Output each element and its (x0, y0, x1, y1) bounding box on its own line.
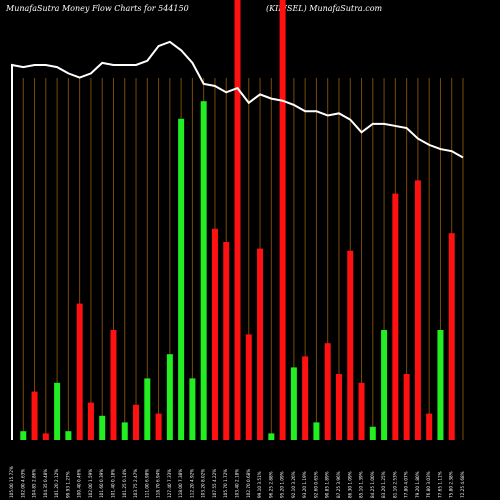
money-flow-bar (189, 378, 196, 440)
x-tick-label: 90.85 1.89% (325, 471, 330, 498)
x-tick-label: 102.00 1.59% (88, 469, 93, 498)
money-flow-bar (302, 356, 309, 440)
x-tick-label: 95.20 1.09% (280, 471, 285, 498)
money-flow-bar (144, 378, 151, 440)
x-tick-label: 92.60 0.65% (313, 471, 318, 498)
money-flow-bar (178, 118, 185, 441)
x-tick-label: 104.85 2.86% (32, 469, 37, 498)
x-tick-label: 101.25 0.14% (122, 469, 127, 498)
chart-title-left: MunafaSutra Money Flow Charts for 544150 (6, 4, 189, 13)
money-flow-bar (403, 374, 410, 440)
x-axis-tick-labels: 105.00 15.72% 102.00 4.63% 104.85 2.86% 104… (9, 466, 465, 498)
money-flow-bar (211, 228, 218, 440)
money-flow-bar (54, 382, 61, 440)
money-flow-bar (369, 426, 376, 440)
money-flow-bar (121, 422, 128, 440)
money-flow-bar (414, 180, 421, 440)
x-tick-label: 104.35 0.48% (43, 469, 48, 498)
money-flow-bar (290, 367, 297, 440)
x-tick-label: 105.70 1.72% (223, 469, 228, 498)
money-flow-bar (324, 343, 331, 440)
money-flow-bar (245, 334, 252, 440)
x-tick-label: 92.10 3.26% (291, 471, 296, 498)
x-tick-label: 105.00 15.72% (9, 466, 14, 498)
money-flow-bar (31, 391, 38, 440)
x-tick-label: 77.65 1.11% (437, 471, 442, 498)
x-tick-label: 75.80 2.38% (449, 471, 454, 498)
price-line-series (11, 40, 464, 440)
x-tick-label: 99.10 3.51% (257, 471, 262, 498)
money-flow-bar (279, 0, 286, 440)
x-tick-label: 127.40 7.33% (167, 469, 172, 498)
money-flow-bar (268, 433, 275, 440)
money-flow-bar (155, 413, 162, 440)
x-tick-label: 111.00 6.98% (144, 469, 149, 498)
x-tick-label: 101.60 0.39% (99, 469, 104, 498)
x-tick-label: 93.20 1.19% (302, 471, 307, 498)
bar-series (20, 0, 455, 441)
money-flow-bar (234, 0, 241, 440)
money-flow-bar (200, 101, 207, 440)
x-tick-label: 101.20 2.12% (54, 469, 59, 498)
money-flow-bar (257, 248, 264, 440)
money-flow-bar (358, 382, 365, 440)
x-tick-label: 76.80 3.03% (426, 471, 431, 498)
x-tick-label: 99.93 1.27% (65, 471, 70, 498)
money-flow-bar (426, 413, 433, 440)
x-tick-label: 87.25 3.96% (336, 471, 341, 498)
x-tick-label: 83.20 1.25% (381, 471, 386, 498)
x-tick-label: 101.40 0.18% (110, 469, 115, 498)
money-flow-bar (223, 242, 230, 440)
x-tick-label: 72.25 4.68% (460, 471, 465, 498)
money-flow-bar (110, 330, 117, 440)
x-tick-label: 85.10 1.39% (359, 471, 364, 498)
x-tick-label: 86.30 1.09% (347, 471, 352, 498)
x-tick-label: 79.20 1.80% (415, 471, 420, 498)
x-tick-label: 118.00 7.38% (178, 469, 183, 498)
money-flow-bar (335, 374, 342, 440)
x-tick-label: 102.70 0.68% (246, 469, 251, 498)
x-tick-label: 103.75 2.47% (133, 469, 138, 498)
x-tick-label: 102.00 4.63% (20, 469, 25, 498)
money-flow-bar (166, 354, 173, 440)
x-tick-label: 112.20 4.92% (189, 469, 194, 498)
money-flow-bar (87, 402, 94, 440)
money-flow-bar (20, 431, 27, 440)
money-flow-bar (65, 431, 72, 440)
money-flow-bar (392, 193, 399, 440)
money-flow-bar (448, 233, 455, 440)
x-tick-label: 118.70 6.94% (156, 469, 161, 498)
x-tick-label: 100.40 0.46% (77, 469, 82, 498)
money-flow-bar (99, 415, 106, 440)
money-flow-bar (437, 330, 444, 440)
money-flow-bar (381, 330, 388, 440)
price-line (11, 40, 464, 440)
money-flow-bar (133, 404, 140, 440)
x-tick-label: 84.25 1.00% (370, 471, 375, 498)
money-flow-bar (313, 422, 320, 440)
x-tick-label: 103.20 8.02% (201, 469, 206, 498)
x-tick-label: 107.55 4.22% (212, 469, 217, 498)
x-tick-label: 77.80 4.07% (404, 471, 409, 498)
x-tick-label: 96.25 2.88% (268, 471, 273, 498)
money-flow-bar (42, 433, 49, 440)
money-flow-bar (76, 303, 83, 440)
chart-title-right: (KIIFSEL) MunafaSutra.com (266, 4, 383, 13)
x-tick-label: 81.10 2.53% (392, 471, 397, 498)
money-flow-bar (347, 250, 354, 440)
x-tick-label: 103.40 2.18% (235, 469, 240, 498)
